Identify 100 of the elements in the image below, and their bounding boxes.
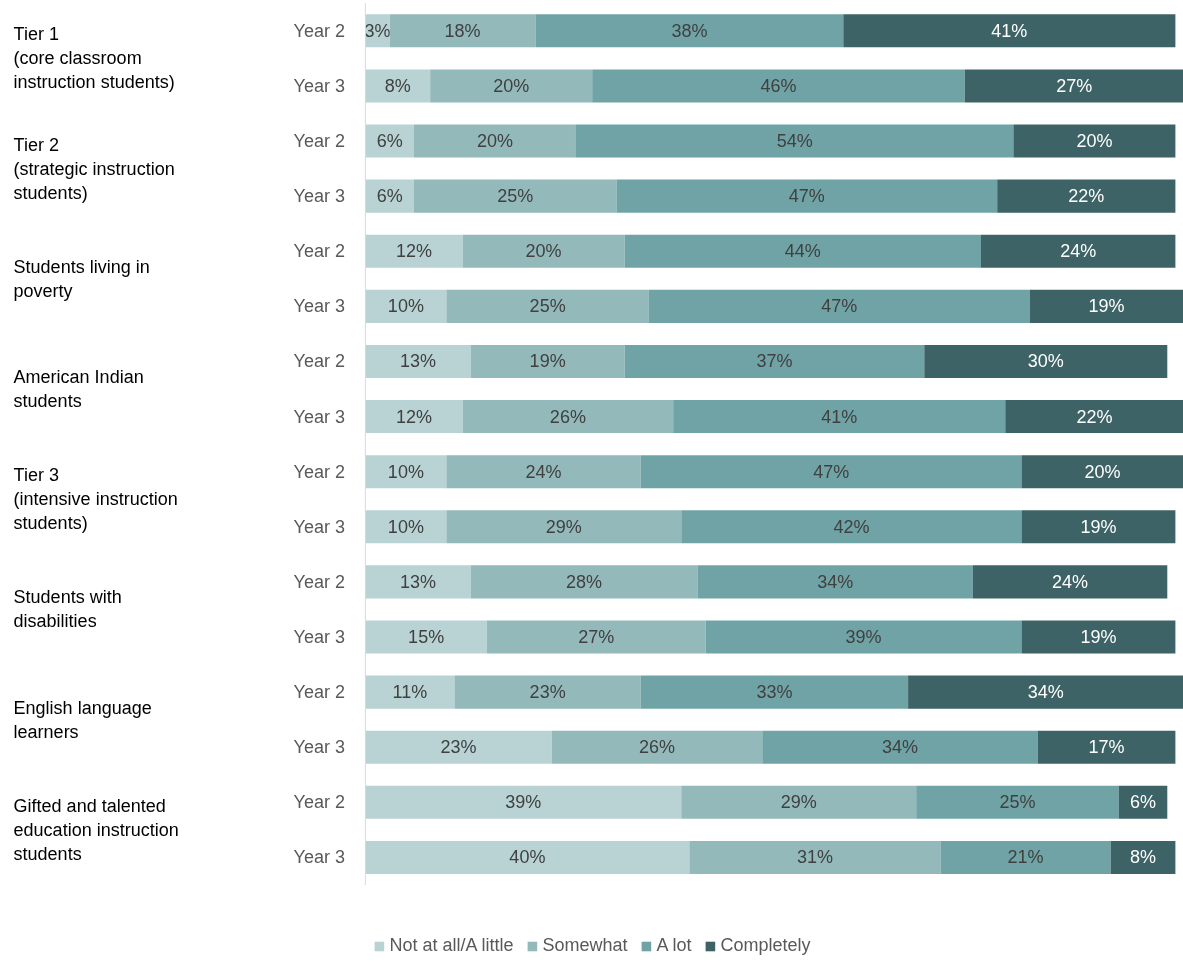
y-tick-label: Year 3: [293, 406, 345, 427]
bar: [462, 400, 674, 434]
bar: [470, 565, 698, 599]
data-label: 24%: [525, 461, 562, 482]
y-tick-label: Year 3: [293, 847, 345, 868]
y-tick-label: Year 3: [293, 627, 345, 648]
data-label: 26%: [638, 737, 676, 758]
data-label: 20%: [525, 241, 562, 262]
bar: [575, 124, 1014, 158]
data-label: 3%: [364, 20, 391, 41]
y-tick-label: Year 2: [293, 131, 345, 152]
data-label: 34%: [1027, 682, 1064, 703]
data-label: 10%: [387, 461, 424, 482]
data-label: 13%: [400, 571, 437, 592]
bar: [535, 14, 844, 48]
data-label: 12%: [395, 241, 432, 262]
bar: [697, 565, 973, 599]
bar: [681, 785, 917, 819]
data-label: 27%: [578, 627, 615, 648]
data-label: 21%: [1007, 847, 1044, 868]
data-label: 23%: [529, 682, 566, 703]
data-label: 30%: [1027, 351, 1064, 372]
bar: [365, 344, 471, 378]
data-label: 42%: [833, 516, 870, 537]
data-label: 15%: [408, 627, 445, 648]
text: Students living in poverty: [13, 256, 150, 301]
bar: [924, 344, 1168, 378]
data-label: 25%: [529, 296, 566, 317]
text: American Indian students: [13, 367, 144, 412]
bar: [551, 730, 763, 764]
y-tick-label: Year 2: [293, 351, 345, 372]
data-label: 10%: [387, 296, 424, 317]
data-label: 11%: [392, 682, 428, 703]
data-label: 33%: [756, 682, 793, 703]
bar: [997, 179, 1176, 213]
text: Tier 3 (intensive instruction students): [13, 465, 178, 534]
data-label: 19%: [1088, 296, 1125, 317]
data-label: 54%: [776, 131, 813, 152]
bar: [1037, 730, 1176, 764]
bar: [981, 234, 1176, 268]
y-tick-label: Year 3: [293, 737, 345, 758]
y-tick-label: Year 2: [293, 571, 345, 592]
bar: [365, 400, 463, 434]
bar: [592, 69, 965, 103]
bar: [462, 234, 625, 268]
bar: [648, 289, 1030, 323]
bar: [365, 840, 690, 874]
text: Students with disabilities: [13, 587, 122, 632]
legend-label: Not at all/A little: [389, 935, 514, 956]
text: English language learners: [13, 697, 152, 742]
data-label: 24%: [1052, 571, 1089, 592]
bar: [908, 675, 1183, 709]
data-label: 24%: [1060, 241, 1097, 262]
bar: [1021, 510, 1176, 544]
data-label: 27%: [1056, 75, 1093, 96]
data-label: 37%: [756, 351, 793, 372]
bar: [1021, 455, 1183, 489]
bar: [616, 179, 998, 213]
data-label: 26%: [549, 406, 586, 427]
bar: [681, 510, 1022, 544]
data-label: 29%: [780, 792, 817, 813]
data-label: 28%: [566, 571, 603, 592]
data-label: 20%: [1076, 131, 1113, 152]
data-label: 47%: [821, 296, 858, 317]
bar: [365, 675, 455, 709]
bar: [446, 510, 682, 544]
data-label: 8%: [1129, 847, 1157, 868]
bar: [454, 675, 641, 709]
y-tick-label: Year 3: [293, 516, 345, 537]
bar: [624, 344, 925, 378]
data-label: 38%: [671, 20, 708, 41]
bar: [762, 730, 1038, 764]
y-tick-label: Year 2: [293, 682, 345, 703]
data-label: 39%: [845, 627, 882, 648]
bar: [916, 785, 1119, 819]
text: Gifted and talented education instruction students: [13, 795, 179, 864]
y-tick-label: Year 2: [293, 241, 345, 262]
bar: [1013, 124, 1176, 158]
y-tick-label: Year 2: [293, 792, 345, 813]
data-label: 46%: [760, 75, 797, 96]
data-label: 20%: [493, 75, 530, 96]
data-label: 19%: [1080, 516, 1117, 537]
bar: [470, 344, 625, 378]
data-label: 23%: [440, 737, 477, 758]
data-label: 47%: [788, 186, 825, 207]
bar: [940, 840, 1111, 874]
text: Tier 2 (strategic instruction students): [13, 134, 175, 203]
data-label: 39%: [505, 792, 542, 813]
data-label: 20%: [1084, 461, 1121, 482]
legend-label: A lot: [656, 935, 692, 956]
bar: [365, 620, 487, 654]
y-tick-label: Year 3: [293, 186, 345, 207]
bar: [389, 14, 536, 48]
bar: [365, 565, 471, 599]
bar: [365, 234, 463, 268]
bar: [689, 840, 941, 874]
data-label: 34%: [817, 571, 854, 592]
data-label: 47%: [813, 461, 850, 482]
bar: [964, 69, 1183, 103]
bar: [972, 565, 1168, 599]
